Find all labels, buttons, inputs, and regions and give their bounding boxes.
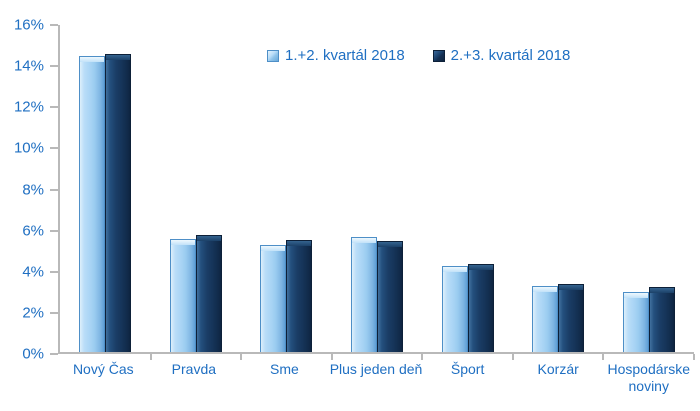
- x-axis-label: Nový Čas: [72, 361, 134, 377]
- legend-label-q1q2: 1.+2. kvartál 2018: [285, 47, 405, 64]
- bar-series2: [648, 287, 675, 352]
- y-axis-label: 4%: [22, 263, 44, 281]
- bar-pair: [622, 287, 675, 352]
- category-cell: [332, 25, 423, 360]
- y-axis-tick: [50, 353, 58, 355]
- y-axis-label: 16%: [13, 16, 44, 34]
- bars-area: [60, 25, 695, 360]
- category-cell: [60, 25, 152, 360]
- x-axis-label: Plus jeden deň: [329, 361, 423, 377]
- legend-label-q2q3: 2.+3. kvartál 2018: [450, 47, 571, 64]
- y-axis-tick: [50, 147, 58, 150]
- bar-series2: [105, 53, 132, 352]
- x-axis-label: Hospodárske noviny: [607, 361, 690, 394]
- y-axis-label: 6%: [22, 222, 44, 240]
- legend-swatch-light-blue-icon: [267, 49, 279, 62]
- category-cell: [513, 25, 605, 360]
- plot-area: 1.+2. kvartál 2018 2.+3. kvartál 2018: [58, 25, 695, 360]
- legend-item-q1q2: 1.+2. kvartál 2018: [267, 47, 405, 64]
- y-axis-tick: [50, 311, 58, 314]
- bar-pair: [532, 284, 585, 352]
- bar-series1: [260, 245, 287, 352]
- bar-series1: [351, 236, 378, 352]
- bar-series2: [467, 263, 494, 352]
- bar-series1: [169, 238, 196, 352]
- y-axis-label: 0%: [22, 345, 44, 363]
- y-axis-tick: [50, 188, 58, 191]
- bar-pair: [169, 234, 222, 352]
- y-axis-tick: [50, 229, 58, 232]
- bar-pair: [441, 263, 494, 352]
- x-axis-label: Korzár: [537, 361, 579, 377]
- bar-series1: [532, 286, 559, 352]
- y-axis-label: 10%: [13, 139, 44, 157]
- legend-item-q2q3: 2.+3. kvartál 2018: [432, 47, 571, 64]
- bar-series2: [195, 234, 222, 352]
- y-axis-tick: [50, 270, 58, 273]
- x-axis-label: Sme: [270, 361, 299, 377]
- y-axis-label: 14%: [13, 57, 44, 75]
- x-axis-label: Pravda: [171, 361, 217, 377]
- y-axis-label: 12%: [13, 98, 44, 116]
- category-cell: [422, 25, 514, 360]
- y-axis-label: 8%: [22, 181, 44, 198]
- bar-series2: [286, 239, 313, 352]
- bar-pair: [260, 239, 313, 352]
- x-axis-labels: Nový Čas Pravda Sme Plus jeden deň Šport Korz…: [58, 361, 694, 395]
- category-cell: [603, 25, 695, 360]
- y-axis-label: 2%: [22, 304, 44, 322]
- y-axis-tick: [50, 65, 58, 68]
- legend: 1.+2. kvartál 2018 2.+3. kvartál 2018: [267, 47, 570, 64]
- y-axis-tick: [50, 106, 58, 109]
- x-axis-label: Šport: [450, 361, 485, 377]
- y-axis-tick: [50, 24, 58, 26]
- legend-swatch-dark-navy-icon: [432, 49, 445, 62]
- category-cell: [241, 25, 333, 360]
- bar-series1: [441, 265, 468, 352]
- bar-series2: [377, 240, 404, 352]
- category-cell: [151, 25, 242, 360]
- bar-series1: [622, 292, 649, 352]
- bar-pair: [351, 236, 404, 352]
- bar-series2: [558, 284, 585, 352]
- bar-series1: [79, 55, 106, 352]
- bar-pair: [79, 53, 132, 352]
